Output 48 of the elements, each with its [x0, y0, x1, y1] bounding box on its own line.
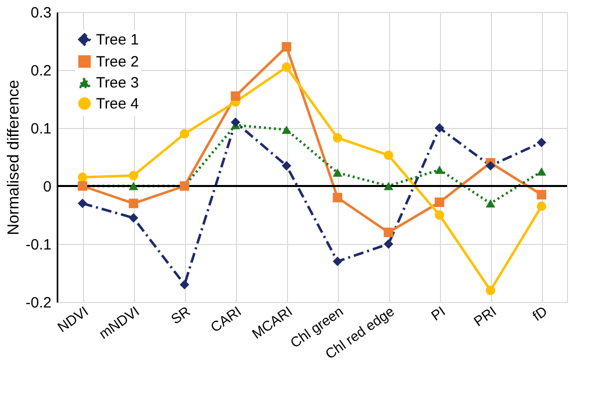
point	[230, 117, 240, 127]
point	[384, 182, 394, 190]
y-tick-label: 0.1	[30, 120, 52, 138]
point	[282, 160, 292, 170]
point	[332, 256, 342, 266]
legend-label: Tree 2	[96, 54, 139, 70]
point	[486, 199, 496, 208]
point	[128, 213, 138, 223]
y-tick-label: 0	[43, 178, 52, 196]
point	[434, 197, 444, 207]
point	[536, 202, 546, 212]
legend-label: Tree 3	[96, 74, 139, 92]
point	[128, 182, 138, 190]
y-axis-title: Normalised difference	[6, 80, 23, 236]
y-tick-label: -0.2	[26, 294, 52, 312]
point	[332, 133, 342, 143]
x-tick-label: SR	[168, 302, 194, 328]
point	[384, 239, 394, 249]
x-tick-label: PRI	[470, 302, 500, 330]
point	[486, 160, 496, 170]
y-tick-label: -0.1	[26, 236, 52, 254]
point	[180, 129, 190, 139]
point	[536, 190, 546, 200]
point	[78, 172, 88, 182]
point	[536, 167, 546, 176]
point	[128, 198, 138, 208]
y-tick-label: 0.3	[30, 4, 52, 22]
point	[536, 138, 546, 148]
point	[332, 192, 342, 202]
point	[180, 280, 190, 290]
legend-label: Tree 1	[96, 32, 139, 48]
point	[128, 170, 138, 180]
legend-label: Tree 4	[96, 96, 139, 112]
point	[282, 126, 292, 134]
point	[282, 62, 292, 72]
y-tick-label: 0.2	[30, 62, 52, 80]
point	[230, 91, 240, 101]
point	[384, 150, 394, 160]
x-tick-label: PI	[428, 302, 448, 324]
point	[486, 286, 496, 296]
point	[78, 198, 88, 208]
point	[332, 168, 342, 177]
point	[434, 166, 444, 174]
point	[434, 123, 444, 133]
point	[384, 228, 394, 238]
point	[282, 42, 292, 52]
point	[434, 210, 444, 220]
x-tick-label: fD	[529, 302, 550, 324]
